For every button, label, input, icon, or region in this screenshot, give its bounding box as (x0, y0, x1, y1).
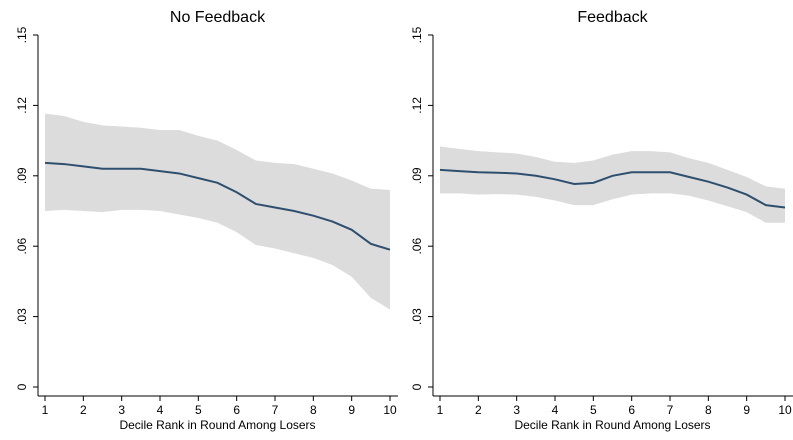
chart-title: No Feedback (170, 9, 266, 26)
y-tick-label: .15 (15, 26, 29, 43)
y-tick-label: .06 (410, 238, 424, 255)
x-tick-label: 2 (80, 403, 87, 417)
x-tick-label: 7 (272, 403, 279, 417)
x-tick-label: 9 (743, 403, 750, 417)
y-tick-label: .03 (15, 308, 29, 325)
x-tick-label: 5 (195, 403, 202, 417)
line (439, 168, 786, 209)
x-tick-label: 2 (475, 403, 482, 417)
x-tick-label: 8 (705, 403, 712, 417)
x-tick-label: 10 (778, 403, 792, 417)
x-tick-label: 1 (42, 403, 49, 417)
x-axis-label: Decile Rank in Round Among Losers (119, 418, 315, 432)
confidence-band (45, 113, 390, 310)
y-tick-label: .15 (410, 26, 424, 43)
x-tick-label: 1 (437, 403, 444, 417)
x-tick-label: 4 (552, 403, 559, 417)
y-tick-label: .09 (15, 167, 29, 184)
x-tick-label: 8 (310, 403, 317, 417)
x-tick-label: 4 (157, 403, 164, 417)
x-tick-label: 10 (383, 403, 397, 417)
x-tick-label: 3 (513, 403, 520, 417)
x-tick-label: 5 (590, 403, 597, 417)
x-tick-label: 6 (233, 403, 240, 417)
line (44, 161, 391, 251)
chart-title: Feedback (577, 9, 648, 26)
y-tick-label: .09 (410, 167, 424, 184)
x-axis-label: Decile Rank in Round Among Losers (514, 418, 710, 432)
x-tick-label: 7 (667, 403, 674, 417)
x-tick-label: 9 (348, 403, 355, 417)
confidence-band (440, 146, 785, 223)
y-tick-label: 0 (15, 383, 29, 390)
y-tick-label: .12 (410, 97, 424, 114)
y-tick-label: .06 (15, 238, 29, 255)
x-tick-label: 3 (118, 403, 125, 417)
y-tick-label: 0 (410, 383, 424, 390)
x-tick-label: 6 (628, 403, 635, 417)
y-tick-label: .03 (410, 308, 424, 325)
y-tick-label: .12 (15, 97, 29, 114)
